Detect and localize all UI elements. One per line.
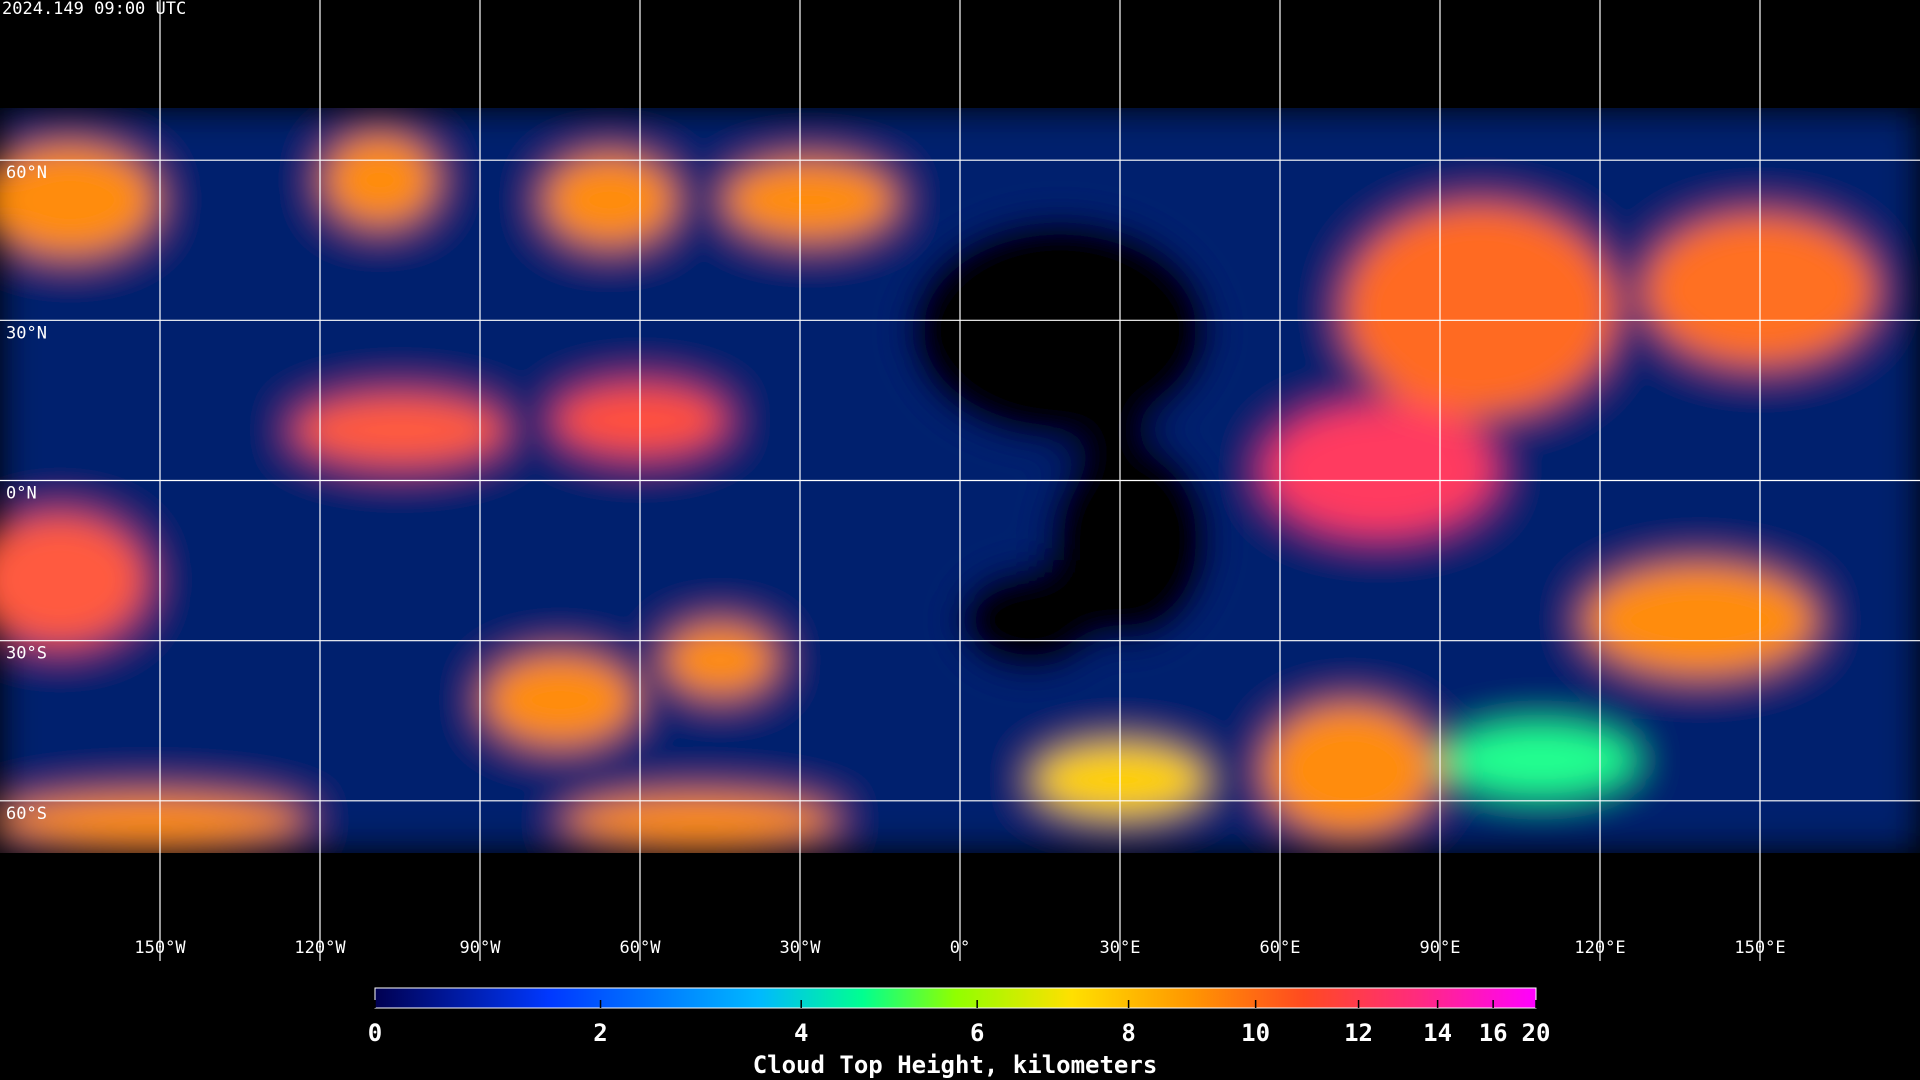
latitude-label: 0°N — [6, 484, 37, 504]
latitude-label: 60°S — [6, 804, 47, 824]
longitude-label: 60°E — [1260, 938, 1301, 958]
longitude-label: 90°W — [460, 938, 502, 958]
colorbar-tick-label: 2 — [593, 1019, 607, 1047]
latitude-label: 60°N — [6, 163, 47, 183]
colorbar-tick-label: 12 — [1344, 1019, 1373, 1047]
latitude-label: 30°N — [6, 323, 47, 343]
longitude-label: 0° — [950, 938, 970, 958]
colorbar-tick-label: 0 — [368, 1019, 382, 1047]
colorbar-tick-label: 16 — [1479, 1019, 1508, 1047]
colorbar-tick-label: 20 — [1522, 1019, 1551, 1047]
colorbar-title: Cloud Top Height, kilometers — [753, 1051, 1158, 1079]
longitude-label: 90°E — [1420, 938, 1461, 958]
colorbar-tick-label: 8 — [1121, 1019, 1135, 1047]
longitude-label: 60°W — [620, 938, 662, 958]
longitude-label: 150°W — [134, 938, 186, 958]
timestamp: 2024.149 09:00 UTC — [2, 0, 186, 19]
colorbar-tick-label: 10 — [1241, 1019, 1270, 1047]
longitude-label: 150°E — [1734, 938, 1785, 958]
longitude-label: 30°W — [780, 938, 822, 958]
colorbar — [374, 987, 1537, 1009]
colorbar-tick-label: 6 — [970, 1019, 984, 1047]
colorbar-tick-label: 4 — [794, 1019, 808, 1047]
colorbar-tick-label: 14 — [1423, 1019, 1452, 1047]
longitude-label: 120°E — [1574, 938, 1625, 958]
longitude-label: 30°E — [1100, 938, 1141, 958]
longitude-label: 120°W — [294, 938, 346, 958]
latitude-label: 30°S — [6, 644, 47, 664]
